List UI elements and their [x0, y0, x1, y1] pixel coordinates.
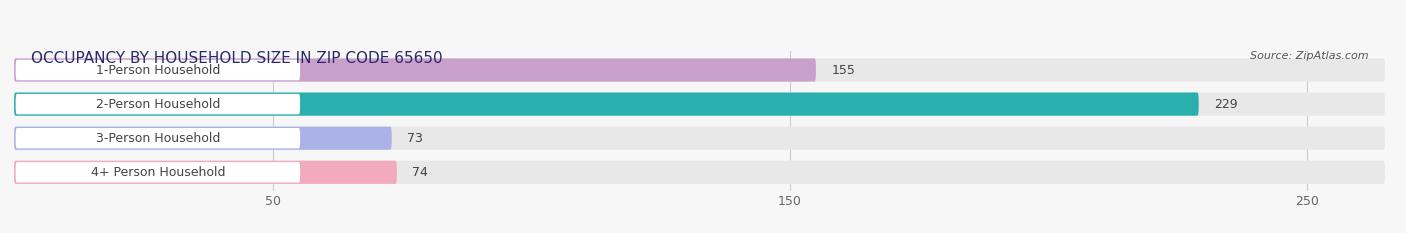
Text: 229: 229: [1215, 98, 1237, 111]
FancyBboxPatch shape: [14, 161, 396, 184]
Text: 4+ Person Household: 4+ Person Household: [90, 166, 225, 179]
Text: 155: 155: [831, 64, 855, 76]
FancyBboxPatch shape: [15, 94, 299, 114]
FancyBboxPatch shape: [14, 93, 1385, 116]
Text: 2-Person Household: 2-Person Household: [96, 98, 221, 111]
Text: OCCUPANCY BY HOUSEHOLD SIZE IN ZIP CODE 65650: OCCUPANCY BY HOUSEHOLD SIZE IN ZIP CODE …: [31, 51, 441, 66]
FancyBboxPatch shape: [14, 161, 1385, 184]
Text: 74: 74: [412, 166, 429, 179]
FancyBboxPatch shape: [15, 162, 299, 182]
FancyBboxPatch shape: [15, 128, 299, 148]
Text: 1-Person Household: 1-Person Household: [96, 64, 221, 76]
FancyBboxPatch shape: [14, 127, 392, 150]
Text: 3-Person Household: 3-Person Household: [96, 132, 221, 145]
FancyBboxPatch shape: [15, 60, 299, 80]
FancyBboxPatch shape: [14, 58, 815, 82]
Text: Source: ZipAtlas.com: Source: ZipAtlas.com: [1250, 51, 1368, 61]
Text: 73: 73: [408, 132, 423, 145]
FancyBboxPatch shape: [14, 93, 1199, 116]
FancyBboxPatch shape: [14, 58, 1385, 82]
FancyBboxPatch shape: [14, 127, 1385, 150]
